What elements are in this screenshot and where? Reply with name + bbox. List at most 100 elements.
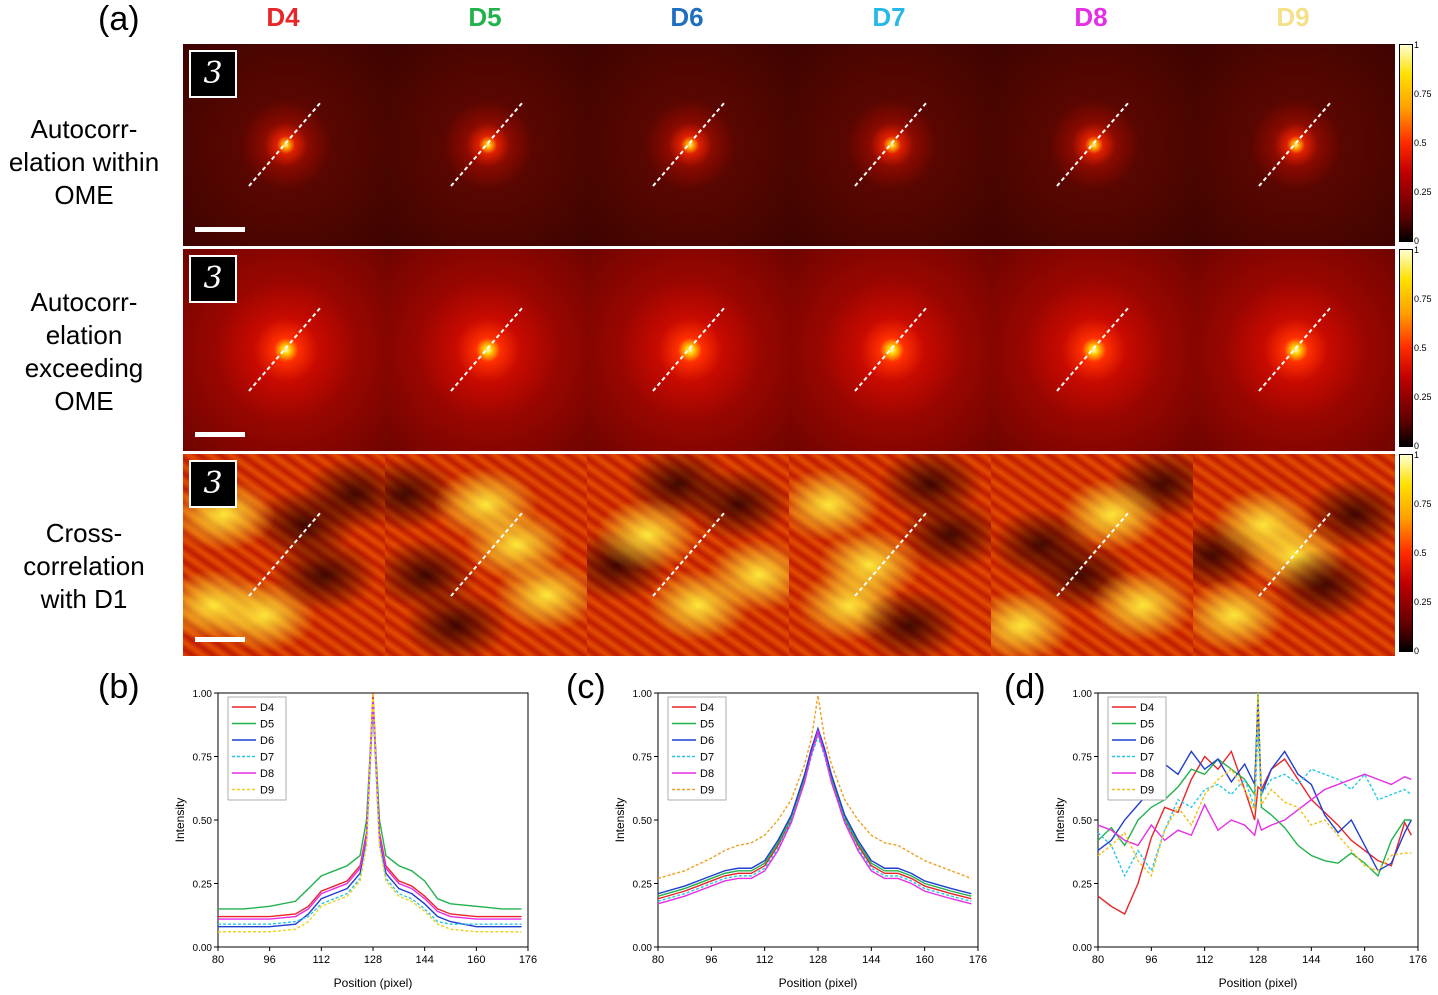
colorbar-auto-within [1399,44,1413,242]
profile-line [450,101,524,187]
legend-label-d4: D4 [260,702,274,714]
colorbar-tick-label: 0.25 [1414,187,1432,197]
profile-line [1258,306,1332,392]
series-line-d9 [657,695,972,880]
profile-line [450,306,524,392]
heatmap-tile-auto-within-d4: 3 [183,44,385,246]
x-axis-label: Position (pixel) [779,976,858,990]
heatmap-tile-auto-exceed-d4: 3 [183,249,385,451]
x-tick-label: 128 [364,954,382,966]
x-axis-label: Position (pixel) [334,976,413,990]
legend-label-d4: D4 [700,702,714,714]
profile-line [854,511,928,597]
legend-label-d5: D5 [700,719,714,731]
profile-dashed-line [652,306,726,392]
series-line-d4 [657,731,972,900]
legend-label-d7: D7 [1140,752,1154,764]
heatmap-tile-auto-within-d5 [385,44,587,246]
y-tick-label: 0.50 [1073,816,1093,827]
y-tick-label: 0.50 [633,816,653,827]
digit-badge: 3 [189,255,237,303]
heatmap-tile-auto-exceed-d5 [385,249,587,451]
x-tick-label: 128 [809,954,827,966]
legend-label-d8: D8 [1140,768,1154,780]
x-tick-label: 128 [1249,954,1267,966]
colorbar-tick-label: 0.25 [1414,597,1432,607]
profile-line [248,101,322,187]
colorbar-tick-label: 1 [1414,40,1420,50]
colorbar-tick-label: 0 [1414,441,1420,451]
y-tick-label: 0.00 [193,943,213,954]
digit-badge: 3 [189,460,237,508]
heatmap-tile-cross-d6 [587,454,789,656]
profile-line [1056,306,1130,392]
x-tick-label: 96 [705,954,717,966]
y-tick-label: 0.25 [1073,880,1093,891]
panel-label-a: (a) [98,0,140,38]
chart-c: 80 96 112 128 144 160 176 0.00 0.25 0.50 0.75 1.00 P… [613,689,987,990]
colorbar-tick-label: 0.5 [1414,138,1427,148]
legend-label-d5: D5 [260,719,274,731]
colorbar-tick-label: 0.75 [1414,89,1432,99]
profile-dashed-line [248,101,322,187]
profile-line [450,511,524,597]
profile-dashed-line [854,101,928,187]
x-tick-label: 160 [1355,954,1373,966]
profile-line [1258,511,1332,597]
panel-label-b: (b) [98,668,140,706]
x-tick-label: 80 [652,954,664,966]
panel-label-d: (d) [1004,668,1046,706]
y-tick-label: 1.00 [193,689,213,700]
column-header-d6: D6 [670,2,704,32]
heatmap-tile-cross-d5 [385,454,587,656]
profile-dashed-line [1056,511,1130,597]
x-axis-label: Position (pixel) [1219,976,1298,990]
profile-dashed-line [1056,101,1130,187]
colorbar-cross [1399,454,1413,652]
colorbar-tick-label: 0.75 [1414,294,1432,304]
row-label-auto-exceed: Autocorr-elation exceeding OME [24,287,144,416]
legend-label-d9: D9 [260,785,274,797]
colorbar-tick-label: 1 [1414,245,1420,255]
colorbar-tick-label: 0.5 [1414,343,1427,353]
legend-label-d6: D6 [700,735,714,747]
colorbar-tick-label: 0.25 [1414,392,1432,402]
row-label-auto-within: Autocorr-elation within OME [8,114,160,210]
series-line-d4 [218,692,522,918]
series-line-d7 [218,708,522,925]
y-tick-label: 0.75 [633,753,653,764]
heatmap-tile-auto-exceed-d9 [1193,249,1395,451]
x-tick-label: 96 [264,954,276,966]
legend-label-d4: D4 [1140,702,1154,714]
x-tick-label: 144 [1302,954,1320,966]
row-label-cross: Cross-correlation with D1 [23,518,145,614]
y-tick-label: 0.25 [193,880,213,891]
legend-label-d9: D9 [700,785,714,797]
profile-line [652,511,726,597]
colorbar-tick-label: 0 [1414,236,1420,246]
profile-dashed-line [450,306,524,392]
heatmap-tile-auto-exceed-d7 [789,249,991,451]
profile-line [1258,101,1332,187]
legend-box [227,696,287,801]
x-tick-label: 112 [756,954,774,966]
profile-dashed-line [652,101,726,187]
heatmap-tile-auto-within-d8 [991,44,1193,246]
scale-bar [195,432,245,437]
profile-dashed-line [450,511,524,597]
series-line-d4 [1097,749,1412,915]
x-tick-label: 144 [862,954,880,966]
legend-box [667,696,727,801]
colorbar-tick-label: 0.5 [1414,548,1427,558]
profile-dashed-line [450,101,524,187]
legend-label-d6: D6 [260,735,274,747]
series-line-d6 [657,726,972,895]
series-line-d7 [657,733,972,902]
x-tick-label: 80 [1092,954,1104,966]
digit-badge: 3 [189,50,237,98]
column-header-d5: D5 [468,2,502,32]
y-tick-label: 0.75 [193,753,213,764]
x-tick-label: 80 [212,954,224,966]
profile-dashed-line [652,511,726,597]
x-tick-label: 112 [313,954,331,966]
